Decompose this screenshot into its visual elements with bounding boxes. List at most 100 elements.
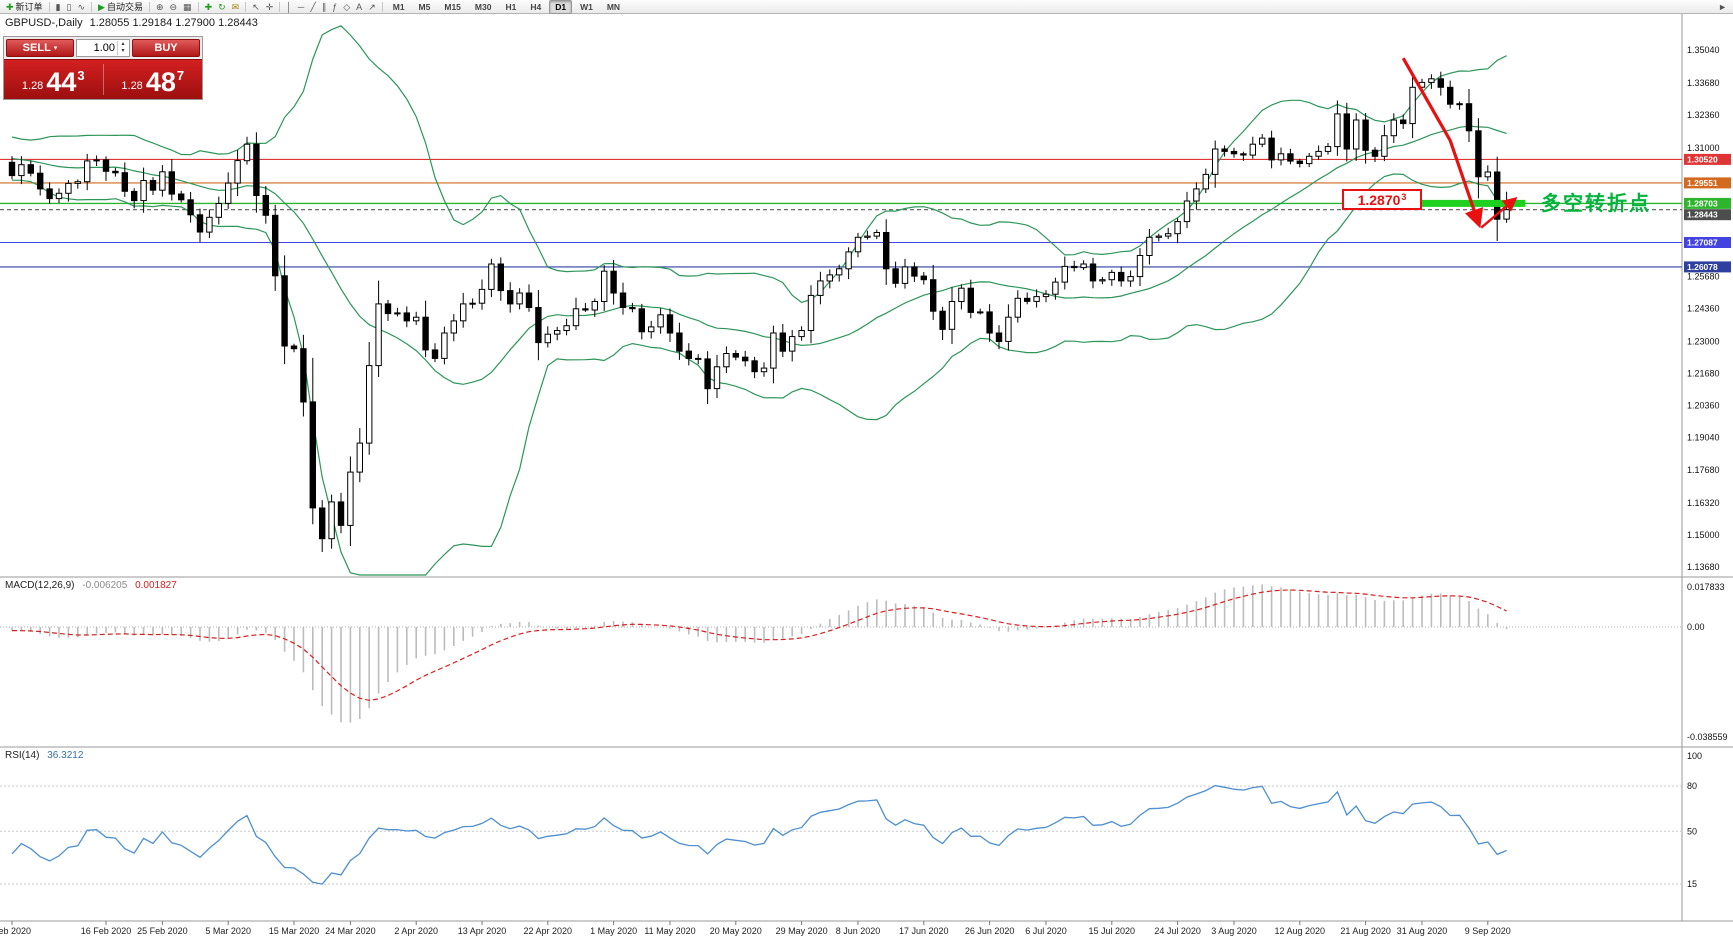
tile-windows-icon[interactable]: ▦ [181, 1, 194, 13]
zoom-in-icon[interactable]: ⊕ [154, 1, 166, 13]
price-badge [1684, 153, 1731, 165]
buy-button[interactable]: BUY [132, 39, 200, 57]
candle-body [723, 353, 730, 368]
timeframe-h1[interactable]: H1 [499, 0, 522, 14]
chart-shift-icon[interactable]: ► [1716, 1, 1729, 13]
macd-bar [1082, 618, 1085, 627]
macd-bar [86, 627, 88, 636]
macd-bar [396, 627, 399, 673]
macd-bar [941, 617, 944, 627]
candle-body [1484, 171, 1491, 178]
channel-icon[interactable]: ∥ [320, 1, 329, 13]
candle-body [18, 164, 25, 177]
candle-body [290, 345, 298, 350]
text-label-icon[interactable]: A [354, 1, 364, 13]
bid-price-big: 44 [46, 67, 77, 97]
candle-body [826, 274, 833, 282]
macd-bar [1139, 617, 1141, 627]
timeframe-m15[interactable]: M15 [438, 0, 467, 14]
candle-body [1183, 200, 1191, 223]
candlestick-chart-icon-glyph: ▯ [66, 1, 72, 12]
macd-bar [923, 607, 925, 627]
timeframe-m30[interactable]: M30 [469, 0, 498, 14]
macd-bar [904, 604, 906, 627]
crosshair-icon[interactable]: ✛ [264, 1, 276, 13]
macd-bar [95, 627, 98, 634]
volume-stepper: ▴ ▾ [76, 39, 130, 57]
trendline-icon[interactable]: ╱ [308, 1, 317, 13]
macd-bar [1176, 608, 1179, 627]
arrows-icon-glyph: ↗ [368, 1, 376, 12]
macd-bar [340, 627, 342, 723]
text-label-icon-glyph: A [356, 1, 363, 12]
macd-bar [1073, 620, 1075, 627]
time-axis-label: 21 Aug 2020 [1340, 926, 1391, 936]
time-axis-label: 29 May 2020 [776, 926, 828, 936]
new-order-glyph: ✚ [6, 1, 14, 12]
candle-body [478, 288, 486, 304]
candle-body [497, 263, 505, 292]
macd-bar [988, 627, 991, 628]
candlestick-chart-icon[interactable]: ▯ [65, 1, 74, 13]
candle-body [375, 303, 382, 367]
candle-body [1381, 135, 1388, 157]
timeframe-m1[interactable]: M1 [387, 0, 411, 14]
macd-bar [1007, 627, 1010, 632]
candle-body [46, 188, 53, 200]
macd-bar [1383, 600, 1386, 627]
toolbar-separator [197, 1, 199, 12]
bar-chart-icon[interactable]: ▮ [54, 1, 63, 13]
macd-bar [866, 602, 869, 627]
candle-body [1174, 221, 1181, 235]
macd-bar [810, 627, 812, 629]
macd-bar [1214, 592, 1216, 627]
spin-up-icon[interactable]: ▴ [121, 41, 125, 47]
macd-bar [1233, 587, 1235, 627]
mail-icon[interactable]: ✉ [230, 1, 242, 13]
macd-bar [744, 627, 746, 642]
macd-bar [932, 612, 934, 627]
candle-body [1409, 86, 1416, 125]
price-badge-label: 1.30520 [1687, 154, 1718, 164]
add-indicator-icon[interactable]: ✚ [203, 1, 215, 13]
auto-scroll-icon[interactable]: ↻ [216, 1, 228, 13]
timeframe-h4[interactable]: H4 [524, 0, 547, 14]
spin-down-icon[interactable]: ▾ [121, 48, 125, 54]
macd-bar [490, 626, 493, 627]
price-tick-label: 1.16320 [1687, 498, 1720, 508]
timeframe-d1[interactable]: D1 [549, 0, 573, 14]
cursor-icon[interactable]: ↖ [250, 1, 262, 13]
sell-button[interactable]: SELL ▾ [6, 39, 74, 57]
candle-body [751, 360, 758, 373]
shapes-icon[interactable]: ◇ [341, 1, 352, 13]
line-chart-icon[interactable]: ∿ [75, 1, 87, 13]
zoom-out-icon[interactable]: ⊖ [168, 1, 180, 13]
macd-bar [1195, 601, 1198, 627]
candle-body [676, 332, 683, 352]
auto-trading-button[interactable]: ▶ 自动交易 [96, 1, 145, 13]
candle-body [967, 287, 974, 313]
vertical-line-icon[interactable]: │ [284, 1, 294, 13]
candle-body [939, 310, 946, 330]
candle-body [225, 182, 232, 204]
new-order-button[interactable]: ✚ 新订单 [4, 1, 45, 13]
macd-bar [1035, 627, 1038, 629]
price-badge [1684, 237, 1731, 248]
horizontal-line-icon[interactable]: ─ [296, 1, 306, 13]
arrows-icon[interactable]: ↗ [366, 1, 378, 13]
macd-bar [603, 621, 605, 627]
volume-input[interactable] [77, 40, 117, 56]
candle-body [1334, 113, 1341, 148]
fibonacci-icon[interactable]: ƒ [330, 1, 339, 13]
macd-axis-label: 0.017833 [1687, 582, 1725, 592]
macd-bar [171, 627, 173, 635]
timeframe-m5[interactable]: M5 [413, 0, 437, 14]
timeframe-w1[interactable]: W1 [574, 0, 599, 14]
timeframe-mn[interactable]: MN [601, 0, 626, 14]
candle-body [384, 303, 392, 315]
sell-button-label: SELL [22, 42, 51, 54]
candle-body [1324, 146, 1332, 152]
macd-bar [161, 627, 164, 634]
candle-body [102, 159, 110, 172]
